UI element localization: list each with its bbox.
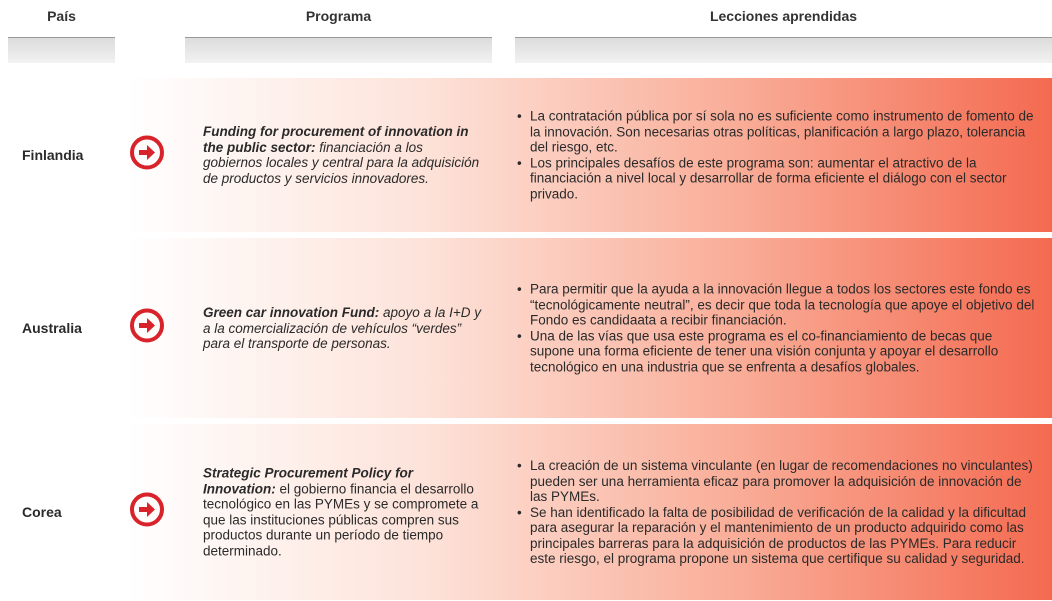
lessons-list: La creación de un sistema vinculante (en… [515, 458, 1035, 567]
lesson: La contratación pública por sí sola no e… [515, 109, 1035, 156]
table-row: Finlandia Funding for procurement of inno… [0, 78, 1052, 232]
country: Corea [22, 504, 62, 520]
table-row: Corea Strategic Procurement Policy for In… [0, 424, 1052, 600]
program: Funding for procurement of innovation in… [203, 124, 483, 186]
header-bar [515, 37, 1052, 63]
arrow-icon [130, 492, 164, 532]
program-title: Funding for procurement of innovation in… [203, 124, 469, 155]
program: Strategic Procurement Policy for Innovat… [203, 466, 483, 559]
lesson: Para permitir que la ayuda a la innovaci… [515, 282, 1035, 329]
program-title: Strategic Procurement Policy for Innovat… [203, 465, 414, 497]
header-lessons: Lecciones aprendidas [709, 8, 858, 24]
arrow-icon [130, 135, 164, 175]
program: Green car innovation Fund: apoyo a la I+… [203, 305, 483, 352]
arrow-svg [130, 308, 164, 343]
lesson: Se han identificado la falta de posibili… [515, 504, 1035, 566]
program-title: Green car innovation Fund: [203, 304, 380, 320]
program-desc: apoyo a la I+D y a la comercialización d… [203, 304, 481, 351]
program-desc: el gobierno financia el desarrollo tecno… [203, 481, 479, 558]
lesson: Una de las vías que usa este programa es… [515, 328, 1035, 375]
program-desc: financiación a los gobiernos locales y c… [203, 139, 480, 186]
table-row: Australia Green car innovation Fund: apoy… [0, 238, 1052, 418]
arrow-icon [130, 308, 164, 348]
arrow-svg [130, 135, 164, 170]
header-program: Programa [305, 8, 372, 24]
header-bar [185, 37, 492, 63]
header-bar [8, 37, 115, 63]
country: Australia [22, 320, 82, 336]
lessons-list: Para permitir que la ayuda a la innovaci… [515, 282, 1035, 375]
lesson: Los principales desafíos de este program… [515, 155, 1035, 202]
header-country: País [47, 8, 76, 24]
lesson: La creación de un sistema vinculante (en… [515, 458, 1035, 505]
lessons-list: La contratación pública por sí sola no e… [515, 109, 1035, 202]
country: Finlandia [22, 147, 84, 163]
arrow-svg [130, 492, 164, 527]
